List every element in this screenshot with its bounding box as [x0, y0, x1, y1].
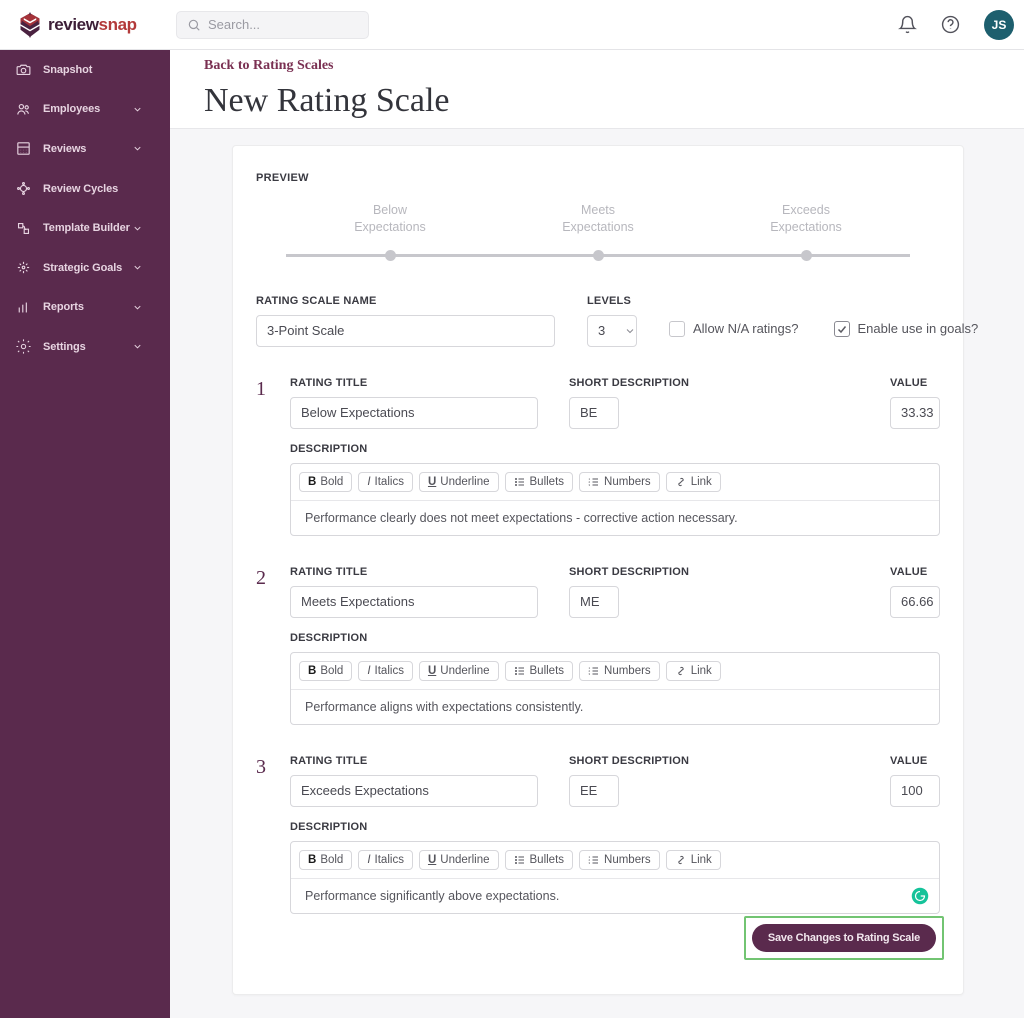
svg-text:3: 3 — [589, 672, 591, 676]
svg-text:3: 3 — [589, 483, 591, 487]
svg-text:3: 3 — [589, 861, 591, 865]
